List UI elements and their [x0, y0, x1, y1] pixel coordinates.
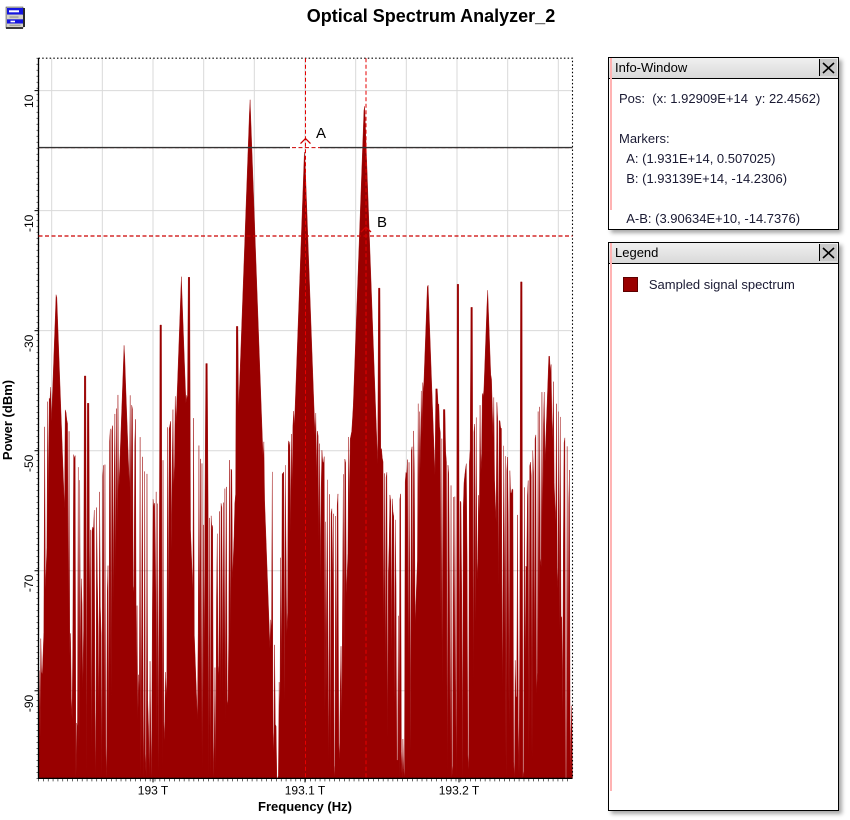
- svg-text:B: B: [377, 214, 387, 231]
- svg-text:-30: -30: [22, 334, 36, 352]
- svg-text:-70: -70: [22, 574, 36, 592]
- svg-text:A: A: [316, 125, 326, 142]
- svg-text:193.2 T: 193.2 T: [439, 783, 480, 797]
- svg-text:-10: -10: [22, 214, 36, 232]
- svg-text:Frequency (Hz): Frequency (Hz): [258, 799, 352, 814]
- svg-text:-90: -90: [22, 694, 36, 712]
- svg-text:193.1 T: 193.1 T: [285, 783, 326, 797]
- svg-text:193 T: 193 T: [138, 783, 169, 797]
- svg-text:-50: -50: [22, 454, 36, 472]
- svg-text:Power (dBm): Power (dBm): [0, 380, 15, 460]
- svg-text:10: 10: [22, 94, 36, 108]
